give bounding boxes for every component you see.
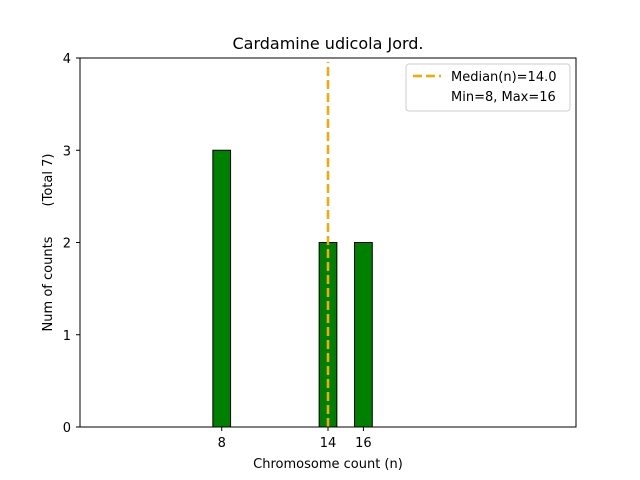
legend: Median(n)=14.0 Min=8, Max=16 (405, 63, 571, 112)
y-tick-label: 4 (63, 52, 71, 67)
legend-range-label: Min=8, Max=16 (451, 90, 556, 105)
bar-16 (354, 242, 373, 428)
x-tick-label: 14 (320, 436, 337, 451)
x-tick-label: 8 (218, 436, 226, 451)
y-tick-label: 2 (63, 237, 71, 252)
x-axis-ticks: 8 14 16 (218, 427, 372, 451)
bars-group (212, 149, 373, 428)
bar-8 (212, 149, 232, 428)
y-tick-label: 1 (63, 329, 71, 344)
y-axis-label: Num of counts (41, 236, 56, 331)
y-tick-label: 0 (63, 421, 71, 436)
x-axis-label: Chromosome count (n) (253, 457, 403, 472)
legend-median-label: Median(n)=14.0 (451, 70, 557, 85)
chart-title: Cardamine udicola Jord. (232, 34, 423, 53)
y-axis-ticks: 0 1 2 3 4 (63, 52, 80, 436)
y-axis-total-note: (Total 7) (41, 154, 56, 207)
y-tick-label: 3 (63, 144, 71, 159)
x-tick-label: 16 (355, 436, 372, 451)
legend-frame (405, 63, 571, 112)
